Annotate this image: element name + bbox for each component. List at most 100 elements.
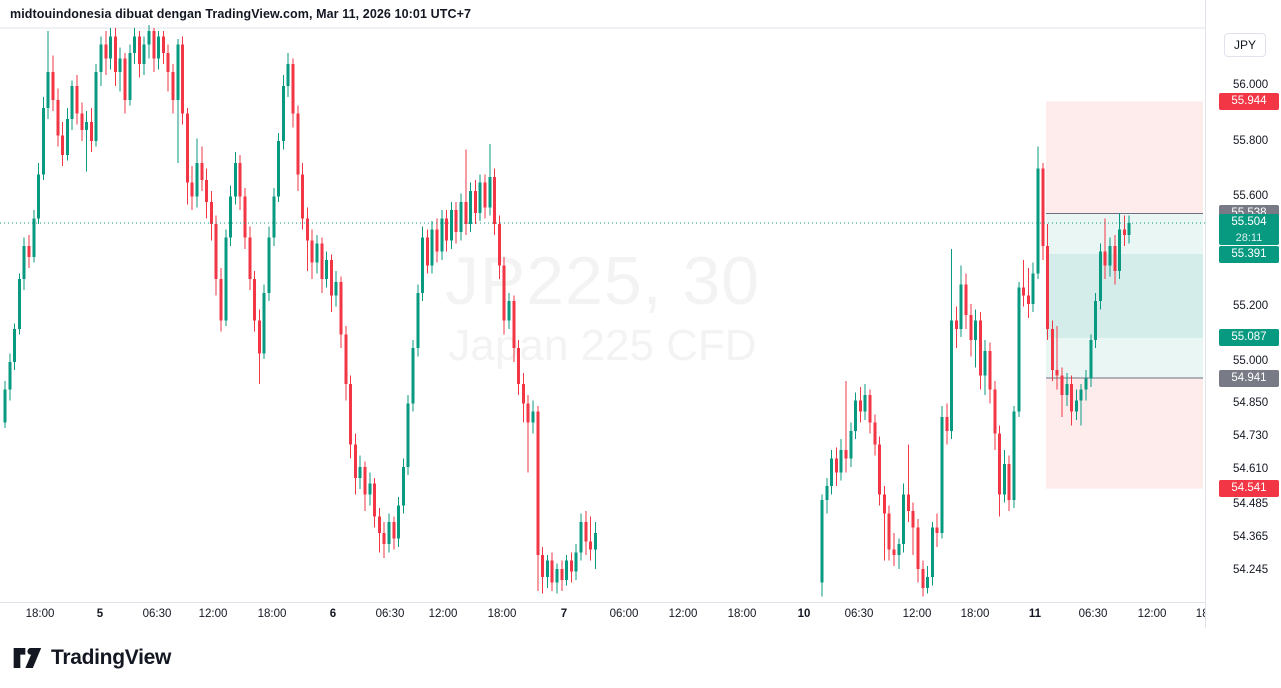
candle-body [1046, 246, 1050, 329]
candle-body [152, 30, 156, 59]
time-tick: 06:30 [142, 608, 172, 620]
candle-body [185, 113, 189, 183]
tradingview-logo-text: TradingView [51, 646, 172, 669]
candle-body [1103, 251, 1107, 266]
candle-body [512, 301, 516, 349]
candle-body [397, 505, 401, 539]
time-tick: 12:00 [428, 608, 458, 620]
candle-body [344, 334, 348, 384]
candle-body [339, 281, 343, 335]
candle-body [94, 72, 98, 142]
candle-body [1007, 464, 1011, 500]
time-tick: 12:00 [1137, 608, 1167, 620]
candle-body [334, 281, 338, 296]
price-tick-label: 55.600 [1233, 189, 1269, 202]
price-badge-stop: 55.944 [1219, 92, 1279, 110]
price-tick-label: 54.850 [1233, 396, 1269, 409]
price-badge-target: 55.087 [1219, 329, 1279, 347]
time-tick: 18:00 [257, 608, 287, 620]
candle-body [51, 72, 55, 100]
candle-body [142, 44, 146, 64]
price-badge-target: 55.391 [1219, 245, 1279, 263]
candle-body [1055, 370, 1059, 376]
long-position-stop-zone[interactable] [1046, 378, 1203, 489]
candle-body [844, 450, 848, 459]
tradingview-logo-icon [13, 648, 42, 668]
candle-body [32, 218, 36, 258]
candle-body [17, 279, 21, 329]
candle-body [541, 555, 545, 578]
price-tick-label: 55.800 [1233, 134, 1269, 147]
candle-body [181, 44, 185, 114]
price-tick-label: 54.610 [1233, 463, 1269, 476]
candle-body [243, 196, 247, 238]
candle-body [911, 510, 915, 528]
candle-body [401, 466, 405, 506]
short-position-stop-zone[interactable] [1046, 101, 1203, 214]
long-position-profit-zone[interactable] [1046, 254, 1203, 379]
time-axis[interactable]: 18:00 5 06:30 12:00 18:00 6 06:30 12:00 18:00 7 06… [0, 602, 1281, 628]
candle-body [123, 58, 127, 100]
price-tick-label: 54.730 [1233, 429, 1269, 442]
candle-body [849, 430, 853, 459]
candle-body [1002, 464, 1006, 495]
candle-body [296, 113, 300, 175]
candle-body [1084, 378, 1088, 390]
candle-body [993, 389, 997, 434]
candle-body [940, 417, 944, 534]
candle-body [229, 196, 233, 238]
candle-body [22, 246, 26, 280]
candle-body [1098, 251, 1102, 302]
candle-body [13, 328, 17, 362]
candle-body [926, 577, 930, 589]
price-axis[interactable]: JPY 56.000 55.944 55.800 55.600 55.538 55.504… [1205, 0, 1281, 628]
candle-body [262, 292, 266, 354]
candle-body [1074, 400, 1078, 412]
candle-body [584, 521, 588, 542]
tradingview-logo[interactable]: TradingView [12, 644, 171, 672]
candle-body [377, 516, 381, 534]
candle-body [469, 190, 473, 224]
candle-body [128, 52, 132, 100]
candle-body [892, 549, 896, 556]
candle-body [464, 201, 468, 224]
candle-body [863, 395, 867, 412]
candle-body [80, 113, 84, 131]
candle-body [253, 279, 257, 321]
candle-body [950, 320, 954, 431]
candle-body [983, 350, 987, 376]
candle-body [502, 265, 506, 321]
candle-body [1017, 287, 1021, 412]
candle-body [550, 560, 554, 583]
currency-button[interactable]: JPY [1224, 33, 1266, 57]
candle-body [969, 315, 973, 340]
candle-body [1122, 229, 1126, 235]
candle-body [1012, 411, 1016, 500]
candle-body [257, 320, 261, 354]
candle-body [89, 121, 93, 142]
candle-body [353, 444, 357, 478]
candle-body [233, 163, 237, 197]
candle-body [1070, 383, 1074, 412]
candle-body [368, 483, 372, 495]
candle-body [998, 433, 1002, 495]
candle-body [978, 320, 982, 376]
candlestick-chart[interactable] [0, 0, 1205, 602]
candle-body [916, 527, 920, 569]
candle-body [526, 403, 530, 423]
candle-body [166, 52, 170, 73]
candle-body [449, 210, 453, 241]
candle-body [445, 218, 449, 241]
candle-body [830, 458, 834, 487]
candle-body [315, 243, 319, 263]
candle-body [157, 36, 161, 59]
time-tick: 18:00 [727, 608, 757, 620]
candle-body [536, 411, 540, 556]
time-tick: 12:00 [668, 608, 698, 620]
candle-body [214, 223, 218, 280]
candle-body [137, 36, 141, 64]
chart-attribution[interactable]: midtouindonesia dibuat dengan TradingVie… [10, 7, 472, 21]
candle-body [349, 383, 353, 445]
candle-body [373, 483, 377, 517]
